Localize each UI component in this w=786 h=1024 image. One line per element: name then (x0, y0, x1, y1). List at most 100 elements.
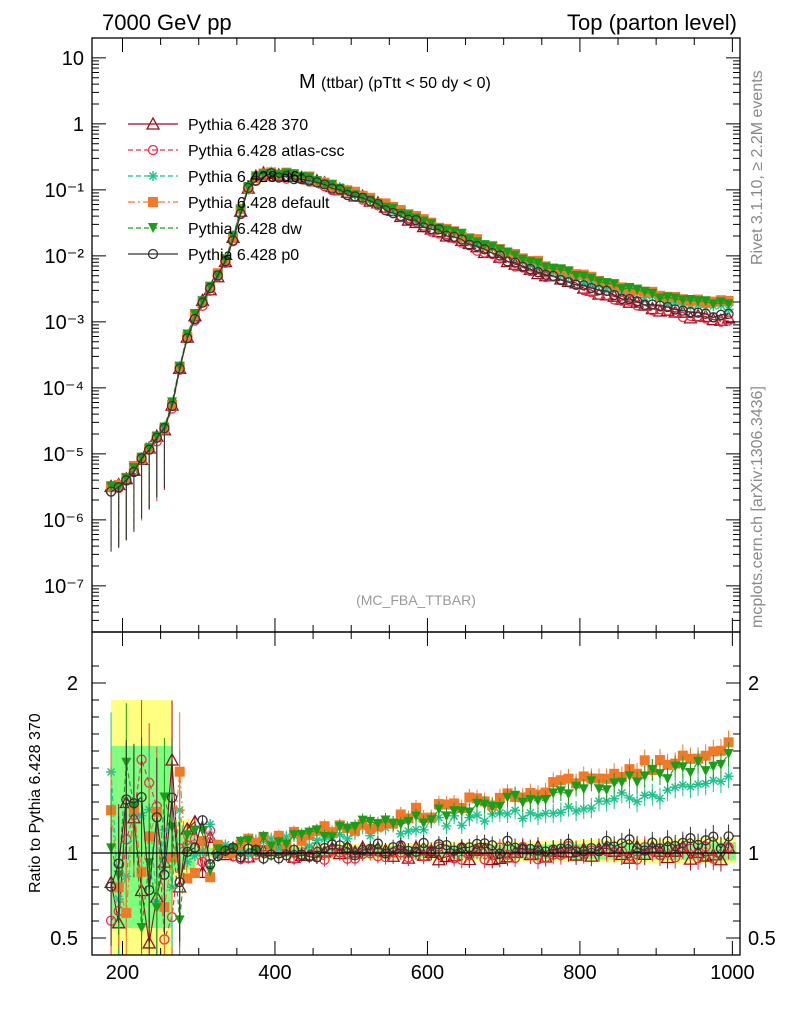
data-point (593, 276, 604, 287)
ratio-point (494, 848, 506, 859)
ratio-point (281, 850, 292, 861)
data-point (723, 315, 734, 326)
data-point (235, 208, 246, 219)
data-point (456, 234, 467, 245)
y-tick-label: 10⁻⁵ (43, 444, 84, 466)
ratio-point (403, 816, 414, 827)
star-stroke (198, 847, 207, 856)
series-line (111, 172, 729, 489)
data-point (700, 296, 711, 307)
ratio-point (311, 825, 322, 836)
data-point (281, 168, 292, 179)
data-point (113, 481, 124, 493)
ratio-band-inner (156, 745, 165, 928)
ratio-point (197, 815, 208, 826)
ratio-point (487, 802, 498, 813)
ratio-point (685, 833, 696, 844)
ratio-point (692, 839, 704, 851)
star-stroke (148, 171, 158, 181)
data-point (517, 254, 528, 265)
ratio-point (639, 755, 650, 766)
ratio-point (365, 816, 376, 827)
ratio-point (105, 881, 117, 892)
ratio-point (205, 859, 216, 870)
legend-marker (147, 248, 159, 260)
data-point (326, 183, 338, 194)
data-point (654, 303, 666, 315)
data-point (616, 284, 627, 295)
ratio-point (289, 830, 300, 841)
ratio-point (517, 813, 528, 824)
data-point (494, 250, 506, 261)
y-tick-label: 10⁻¹ (45, 180, 85, 202)
ratio-point (700, 750, 711, 761)
ratio-point (388, 818, 399, 829)
data-point (677, 295, 688, 306)
ratio-point (372, 838, 384, 849)
ratio-point (555, 786, 566, 797)
ratio-point (342, 842, 353, 853)
mcplots-label: mcplots.cern.ch [arXiv:1306.3436] (749, 386, 766, 628)
data-point (273, 172, 284, 183)
ratio-point (182, 873, 193, 884)
data-point (441, 230, 452, 241)
data-point (548, 263, 559, 274)
ratio-y-tick-label-right: 2 (748, 673, 759, 695)
legend-label: Pythia 6.428 default (188, 195, 330, 212)
header-left: 7000 GeV pp (102, 10, 232, 35)
ratio-point (189, 842, 201, 853)
data-point (311, 177, 323, 188)
data-point (212, 270, 223, 281)
legend-marker (148, 223, 158, 233)
ratio-point (258, 832, 269, 843)
data-point (647, 305, 658, 316)
data-point (372, 198, 384, 210)
data-point (601, 278, 612, 289)
ratio-point (593, 846, 605, 857)
data-point (189, 313, 201, 325)
data-point (677, 305, 688, 316)
ratio-point (494, 792, 505, 803)
data-point (342, 189, 353, 201)
ratio-point (288, 844, 300, 856)
ratio-point (304, 827, 315, 838)
data-point (708, 312, 719, 323)
ratio-ylabel: Ratio to Pythia 6.428 370 (27, 713, 44, 893)
legend-marker (148, 197, 158, 207)
ratio-point (532, 810, 543, 821)
data-point (517, 261, 528, 272)
data-point (121, 475, 132, 486)
x-tick-label: 1000 (710, 962, 755, 984)
data-point (563, 266, 574, 277)
data-point (144, 444, 155, 455)
legend-label: Pythia 6.428 p0 (188, 247, 299, 264)
ratio-y-tick-label-right: 1 (748, 843, 759, 865)
ratio-panel: 2 2 1 1 0.5 0.5 200 400 600 800 1000 (50, 631, 776, 984)
star-stroke (625, 793, 634, 802)
legend: Pythia 6.428 370 Pythia 6.428 atlas-csc Py… (128, 116, 345, 264)
data-point (167, 397, 178, 408)
data-point (586, 273, 597, 284)
ratio-point (654, 793, 665, 804)
ratio-point (593, 773, 604, 784)
star-stroke (274, 844, 283, 853)
data-point (349, 191, 361, 202)
ratio-y-tick-label: 1 (67, 843, 78, 865)
ratio-y-tick-label: 2 (67, 673, 78, 695)
ratio-point (532, 845, 544, 856)
ratio-point (250, 838, 261, 849)
data-point (677, 311, 688, 323)
data-point (502, 256, 513, 267)
y-tick-label: 10⁻⁶ (43, 510, 84, 532)
ratio-band-inner (705, 842, 714, 861)
data-point (182, 333, 193, 344)
ratio-point (357, 844, 368, 856)
data-point (670, 304, 681, 315)
data-point (166, 400, 178, 412)
legend-marker (148, 171, 158, 181)
star-stroke (648, 790, 657, 799)
ratio-band-inner (621, 843, 630, 860)
legend-marker (145, 116, 161, 130)
ratio-y-tick-label: 0.5 (50, 928, 78, 950)
data-point (136, 453, 147, 464)
